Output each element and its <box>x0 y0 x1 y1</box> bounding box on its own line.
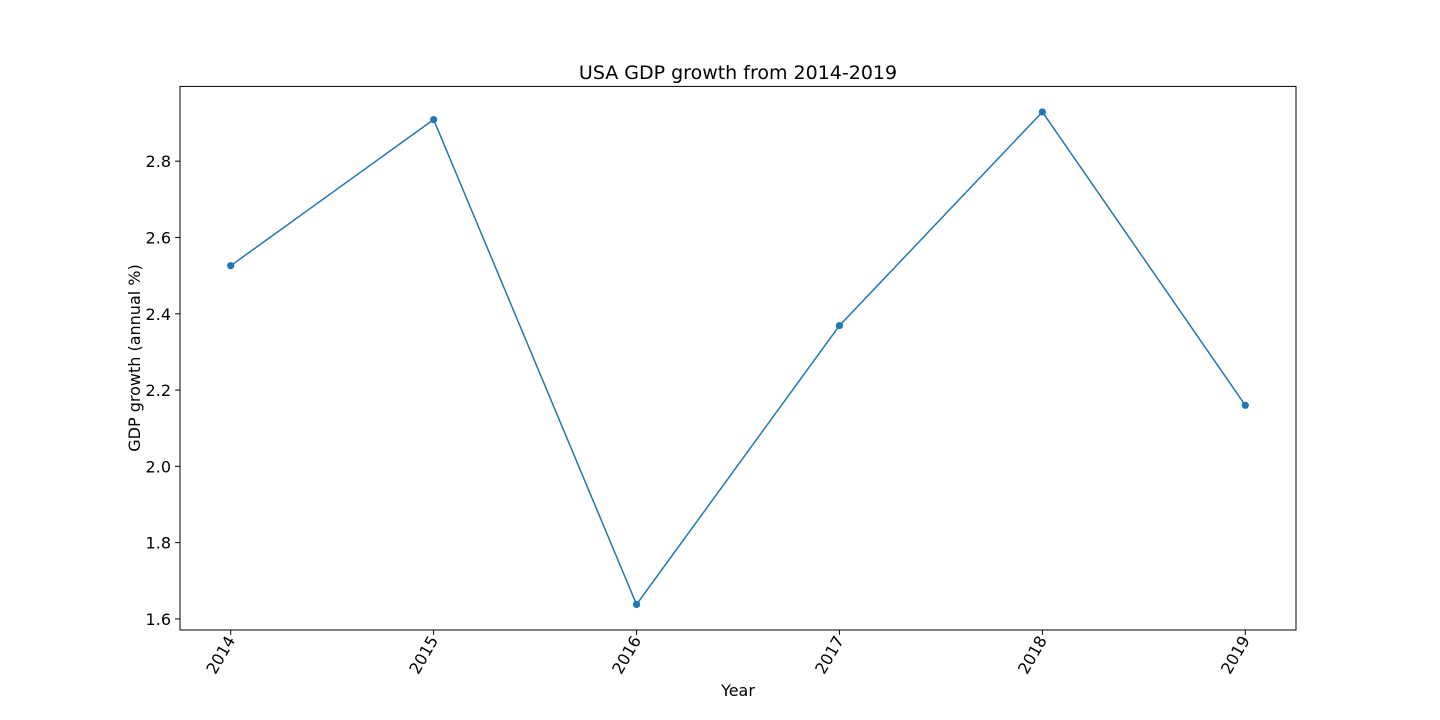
x-tick-label: 2018 <box>1014 633 1051 678</box>
x-tick-label: 2016 <box>608 633 645 678</box>
y-tick-label: 1.8 <box>146 534 171 553</box>
chart-title: USA GDP growth from 2014-2019 <box>579 62 897 84</box>
plot-area <box>180 86 1296 630</box>
data-point <box>1038 108 1046 116</box>
data-point <box>430 115 438 124</box>
x-tick-label: 2019 <box>1217 633 1254 678</box>
y-tick-label: 1.6 <box>146 610 171 629</box>
series-line <box>230 111 1246 606</box>
y-axis-title: GDP growth (annual %) <box>125 264 144 451</box>
y-tick-label: 2.6 <box>146 228 171 247</box>
y-tick-label: 2.8 <box>146 152 171 171</box>
x-tick-label: 2014 <box>202 633 239 678</box>
plot-frame <box>179 85 1297 631</box>
y-tick-label: 2.0 <box>146 457 171 476</box>
x-axis-title: Year <box>720 681 755 700</box>
y-tick-label: 2.4 <box>146 305 171 324</box>
data-point <box>632 600 641 609</box>
x-tick-label: 2017 <box>811 633 848 678</box>
data-point <box>227 262 235 270</box>
y-tick-label: 2.2 <box>146 381 171 400</box>
data-point <box>835 321 844 330</box>
x-tick-label: 2015 <box>405 633 442 678</box>
series-layer <box>227 108 1249 609</box>
data-point <box>1241 401 1249 409</box>
